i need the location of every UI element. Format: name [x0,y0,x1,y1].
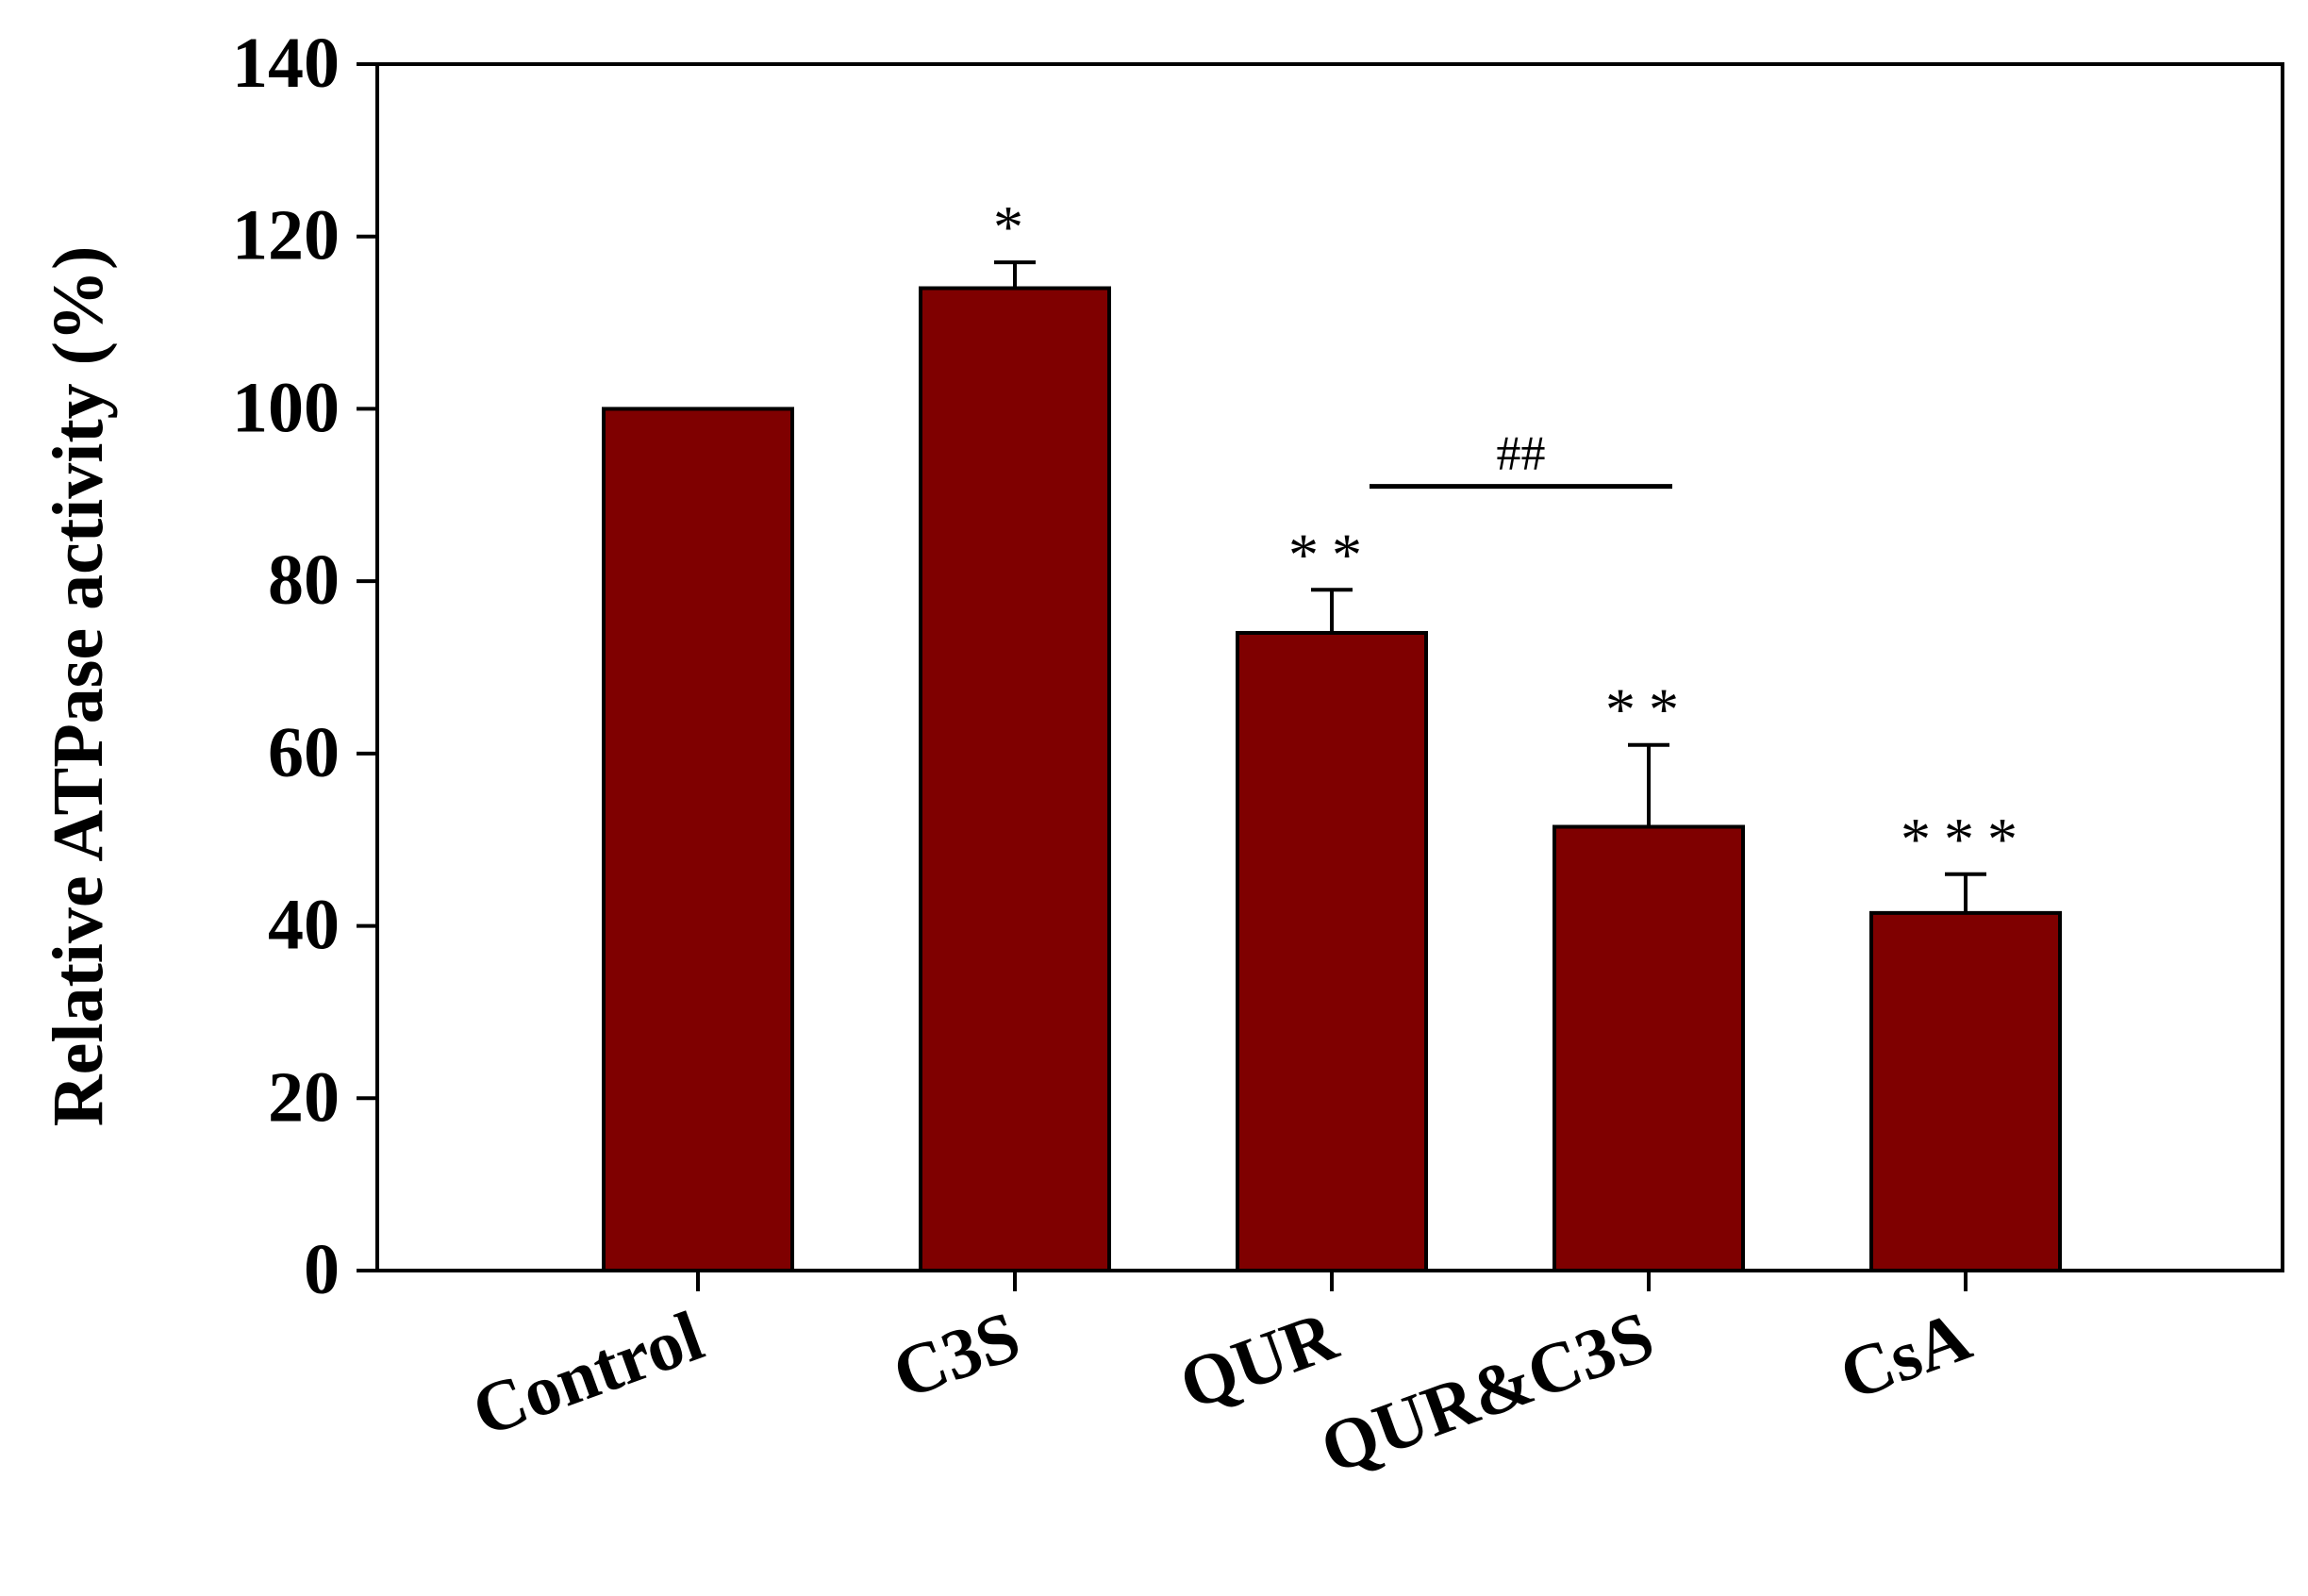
x-category-label: QUR&C3S [1311,1296,1664,1489]
comparison-label: ## [1497,427,1546,481]
significance-marks: ********## [993,193,2031,873]
y-tick-label: 60 [268,713,340,792]
error-bars [994,260,1986,913]
x-category-label: C3S [883,1296,1030,1414]
bar-c3s [919,286,1111,1272]
significance-label: *** [1901,806,2031,873]
y-axis-ticks: 0 20 40 60 80 100 120 140 [232,24,377,1309]
y-tick-label: 20 [268,1057,340,1137]
y-tick-label: 80 [268,540,340,620]
y-tick-label: 120 [232,196,340,275]
bar-control [602,407,794,1272]
y-tick-label: 40 [268,886,340,965]
bar-qur [1236,630,1428,1272]
x-category-label: CsA [1830,1296,1981,1416]
x-category-label: QUR [1170,1296,1347,1425]
significance-label: * [993,193,1037,260]
bar-qurc3s [1553,824,1745,1273]
significance-label: ** [1288,521,1375,588]
significance-label: ** [1605,676,1692,743]
y-tick-label: 100 [232,368,340,447]
bars [602,286,2062,1273]
y-tick-label: 0 [304,1230,340,1309]
y-tick-label: 140 [232,24,340,103]
x-category-label: Control [462,1296,712,1452]
bar-csa [1869,910,2062,1272]
y-axis-label: Relative ATPase activity (%) [39,246,118,1127]
